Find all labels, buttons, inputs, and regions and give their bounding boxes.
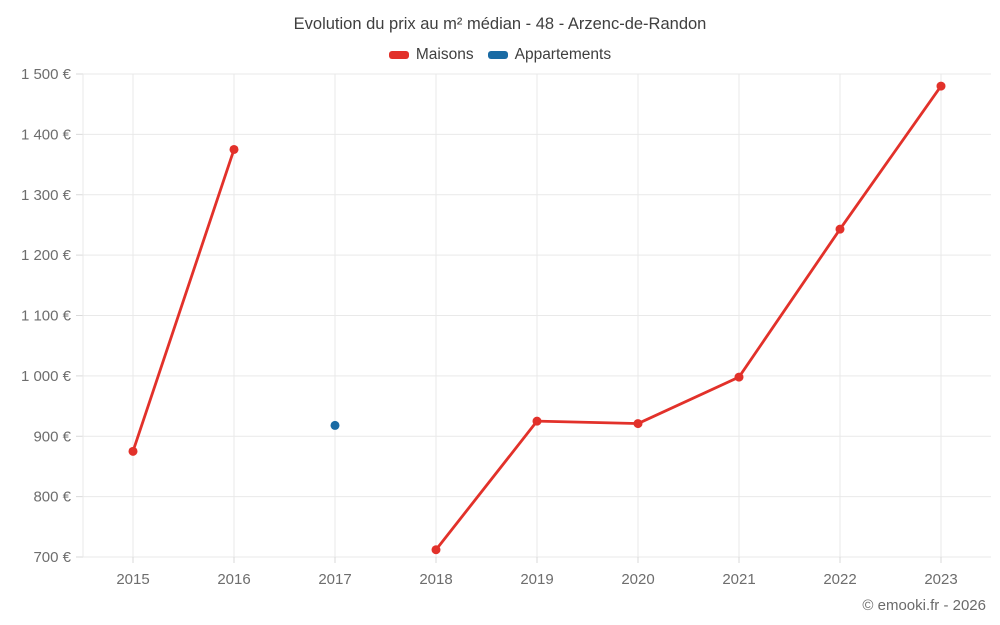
legend-swatch-maisons: [388, 51, 409, 59]
x-axis-label: 2023: [924, 571, 957, 588]
legend-item-appartements[interactable]: Appartements: [487, 46, 612, 64]
y-axis-label: 1 500 €: [21, 66, 72, 83]
y-axis-label: 900 €: [33, 428, 71, 445]
x-axis-label: 2022: [823, 571, 856, 588]
point-maisons-2020[interactable]: [633, 419, 643, 429]
chart-legend: Maisons Appartements: [0, 46, 1000, 64]
point-appartements-2017[interactable]: [330, 420, 340, 430]
y-axis-label: 1 100 €: [21, 308, 72, 325]
legend-label-maisons: Maisons: [415, 46, 474, 63]
point-maisons-2021[interactable]: [734, 372, 744, 382]
y-axis-label: 800 €: [33, 489, 71, 506]
point-maisons-2015[interactable]: [128, 446, 138, 456]
chart-title: Evolution du prix au m² médian - 48 - Ar…: [293, 15, 707, 33]
point-maisons-2019[interactable]: [532, 416, 542, 426]
y-axis-label: 1 400 €: [21, 126, 72, 143]
point-maisons-2016[interactable]: [229, 144, 239, 154]
x-axis-label: 2016: [217, 571, 250, 588]
grid-lines: [76, 73, 991, 563]
y-axis-label: 700 €: [33, 549, 71, 566]
series-line-maisons: [131, 148, 236, 453]
series-maisons: [128, 81, 946, 555]
series-appartements: [330, 420, 340, 430]
point-maisons-2018[interactable]: [431, 545, 441, 555]
x-axis-label: 2015: [116, 571, 149, 588]
x-axis-label: 2021: [722, 571, 755, 588]
point-maisons-2022[interactable]: [835, 224, 845, 234]
x-axis-label: 2017: [318, 571, 351, 588]
y-axis-label: 1 000 €: [21, 368, 72, 385]
series-line-maisons: [434, 84, 943, 552]
legend-label-appartements: Appartements: [514, 46, 612, 63]
x-axis-label: 2020: [621, 571, 654, 588]
x-axis-label: 2019: [520, 571, 553, 588]
legend-item-maisons[interactable]: Maisons: [388, 46, 474, 64]
y-axis-label: 1 300 €: [21, 187, 72, 204]
copyright-text: © emooki.fr - 2026: [862, 597, 986, 614]
x-axis-label: 2018: [419, 571, 452, 588]
legend-swatch-appartements: [487, 51, 508, 59]
axis-labels: 700 € 800 € 900 € 1 000 € 1 100 € 1 200 € 1 30…: [21, 66, 958, 588]
point-maisons-2023[interactable]: [936, 81, 946, 91]
y-axis-label: 1 200 €: [21, 247, 72, 264]
